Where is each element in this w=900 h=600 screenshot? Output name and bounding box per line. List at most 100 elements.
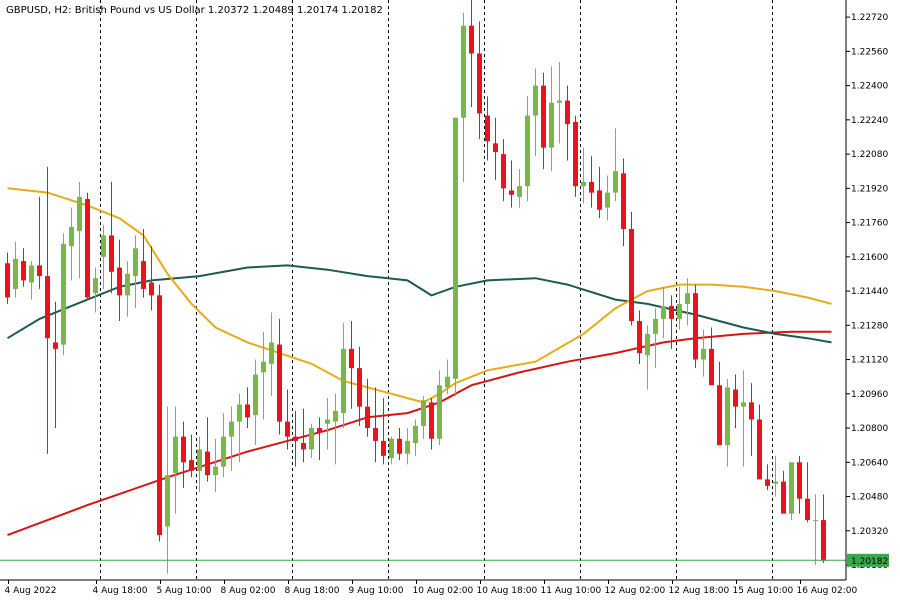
candle-body (213, 466, 218, 476)
candle (397, 428, 402, 461)
candle-body (245, 404, 250, 418)
candle-body (741, 402, 746, 407)
y-tick-label: 1.20800 (851, 424, 888, 434)
candle (525, 96, 530, 202)
candle (453, 117, 458, 396)
candle (173, 406, 178, 514)
candle-body (421, 400, 426, 426)
candle (645, 325, 650, 390)
candle (469, 0, 474, 108)
candle-body (277, 344, 282, 422)
candle-body (813, 520, 818, 522)
candle-body (349, 348, 354, 369)
x-tick-label: 5 Aug 10:00 (157, 586, 212, 596)
candle-body (293, 436, 298, 441)
candle-body (589, 181, 594, 193)
candle-body (453, 117, 458, 379)
candle (333, 393, 338, 465)
candle-body (549, 102, 554, 148)
candle-body (117, 267, 122, 296)
candle (589, 156, 594, 208)
candle-body (101, 235, 106, 257)
candle (237, 393, 242, 463)
candle-body (77, 196, 82, 232)
candle-body (141, 261, 146, 289)
x-tick-label: 16 Aug 02:00 (797, 586, 858, 596)
candle (517, 169, 522, 208)
candle (317, 417, 322, 461)
candle (181, 421, 186, 488)
candle (13, 241, 18, 298)
candle-body (93, 278, 98, 294)
candle (149, 246, 154, 311)
y-tick-label: 1.20640 (851, 458, 888, 468)
y-tick-label: 1.21440 (851, 287, 888, 297)
candle-body (341, 348, 346, 414)
candle-body (517, 186, 522, 197)
candle (29, 261, 34, 300)
candle (757, 404, 762, 480)
candle-body (533, 85, 538, 116)
candle (805, 462, 810, 523)
candle-body (805, 498, 810, 521)
candle-body (365, 406, 370, 429)
candle (85, 192, 90, 300)
candle-body (461, 25, 466, 118)
candle-body (125, 273, 130, 296)
candle (381, 398, 386, 465)
x-tick-label: 10 Aug 18:00 (477, 586, 538, 596)
candle-body (405, 440, 410, 454)
ma-fast-line (7, 187, 832, 404)
candle-body (29, 265, 34, 283)
candle-body (269, 342, 274, 364)
candle-body (629, 229, 634, 322)
candle (197, 436, 202, 493)
candle (821, 494, 826, 563)
candle (725, 378, 730, 467)
candle (477, 21, 482, 140)
x-tick-label: 8 Aug 18:00 (285, 586, 340, 596)
candle (205, 417, 210, 482)
candle-body (317, 428, 322, 433)
candle-body (69, 226, 74, 247)
y-tick-label: 1.22720 (851, 13, 888, 23)
candle (221, 413, 226, 478)
current-price-label: 1.20182 (847, 553, 889, 567)
candle (581, 147, 586, 204)
candle (445, 359, 450, 394)
candle (229, 406, 234, 471)
candle-body (469, 25, 474, 54)
x-tick-label: 11 Aug 10:00 (541, 586, 602, 596)
candle-body (197, 449, 202, 471)
candle (557, 62, 562, 144)
candle (541, 72, 546, 170)
candle (789, 462, 794, 521)
candle-body (781, 481, 786, 514)
candle (301, 408, 306, 463)
y-tick-label: 1.21120 (851, 356, 888, 366)
candle-body (285, 421, 290, 437)
candle-body (701, 348, 706, 360)
candle (325, 398, 330, 450)
candle (661, 286, 666, 339)
candle (77, 181, 82, 279)
candle-body (557, 100, 562, 103)
candle (637, 310, 642, 364)
candle (685, 278, 690, 326)
candle (165, 406, 170, 574)
candle-body (613, 171, 618, 193)
y-tick-label: 1.21280 (851, 321, 888, 331)
candle (485, 96, 490, 161)
candle (781, 470, 786, 514)
candle-body (733, 389, 738, 407)
candle-body (85, 199, 90, 298)
candle (653, 308, 658, 369)
candle-body (493, 143, 498, 152)
candle-body (509, 190, 514, 195)
candle (693, 284, 698, 369)
candle (549, 66, 554, 172)
x-tick-label: 9 Aug 10:00 (349, 586, 404, 596)
y-tick-label: 1.21760 (851, 219, 888, 229)
candle-body (773, 481, 778, 484)
